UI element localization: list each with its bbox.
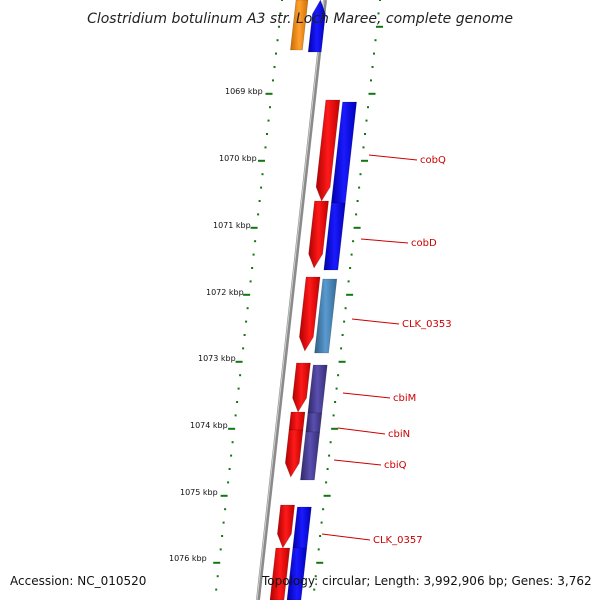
gene-track: [269, 0, 357, 600]
gene-arrow-cbiN-red: [288, 411, 306, 431]
tick-label-1076: 1076 kbp: [169, 554, 207, 563]
gene-arrow-blue-top: [307, 0, 326, 53]
gene-arrow-CLK_0353-steel: [314, 278, 338, 354]
gene-arrow-cbiQ-purple: [300, 431, 321, 481]
leader-CLK_0357: [321, 533, 371, 541]
outer-tick-track: [313, 0, 383, 591]
gene-label-CLK_0353: CLK_0353: [402, 319, 452, 330]
leader-cbiM: [342, 392, 391, 399]
gene-arrow-CLK_0357-red-b: [269, 547, 291, 600]
accession-text: Accession: NC_010520: [10, 574, 147, 588]
tick-label-1075: 1075 kbp: [180, 488, 218, 497]
gene-arrow-cbiQ-red: [284, 429, 304, 478]
gene-arrow-CLK_0357-red-a: [277, 504, 295, 549]
gene-arrow-orange-top: [290, 0, 309, 51]
tick-label-1069: 1069 kbp: [225, 87, 263, 96]
inner-tick-track: [213, 0, 283, 591]
genome-title: Clostridium botulinum A3 str. Loch Maree…: [87, 11, 513, 27]
tick-label-1070: 1070 kbp: [219, 154, 257, 163]
backbone-highlight: [256, 0, 325, 600]
gene-arrow-cobD-red: [308, 200, 329, 269]
gene-label-cbiQ: cbiQ: [384, 460, 407, 471]
gene-label-leaders: [321, 154, 418, 541]
gene-arrow-CLK_0353-red: [299, 276, 321, 352]
gene-arrow-cbiM-red: [292, 362, 311, 413]
gene-arrow-cobD-blue: [323, 202, 346, 271]
topology-text: Topology: circular; Length: 3,992,906 bp…: [262, 574, 592, 588]
gene-label-cbiM: cbiM: [393, 393, 416, 404]
gene-label-cobQ: cobQ: [420, 155, 446, 166]
leader-cbiQ: [333, 459, 382, 466]
tick-label-1072: 1072 kbp: [206, 288, 244, 297]
gene-arrow-CLK_0357-blue-b: [286, 547, 308, 600]
gene-arrow-cbiM-purple: [307, 364, 328, 414]
gene-arrow-cbiN-purple: [305, 412, 323, 433]
leader-cbiN: [337, 427, 386, 435]
gene-label-CLK_0357: CLK_0357: [373, 535, 423, 546]
leader-cobD: [360, 238, 409, 244]
gene-label-cbiN: cbiN: [388, 429, 410, 440]
leader-cobQ: [368, 154, 418, 161]
backbone-line: [256, 0, 327, 600]
tick-label-1071: 1071 kbp: [213, 221, 251, 230]
tick-label-1074: 1074 kbp: [190, 421, 228, 430]
gene-arrow-cobQ-red: [315, 99, 341, 202]
gene-label-cobD: cobD: [411, 238, 437, 249]
tick-label-1073: 1073 kbp: [198, 354, 236, 363]
leader-CLK_0353: [351, 318, 400, 325]
